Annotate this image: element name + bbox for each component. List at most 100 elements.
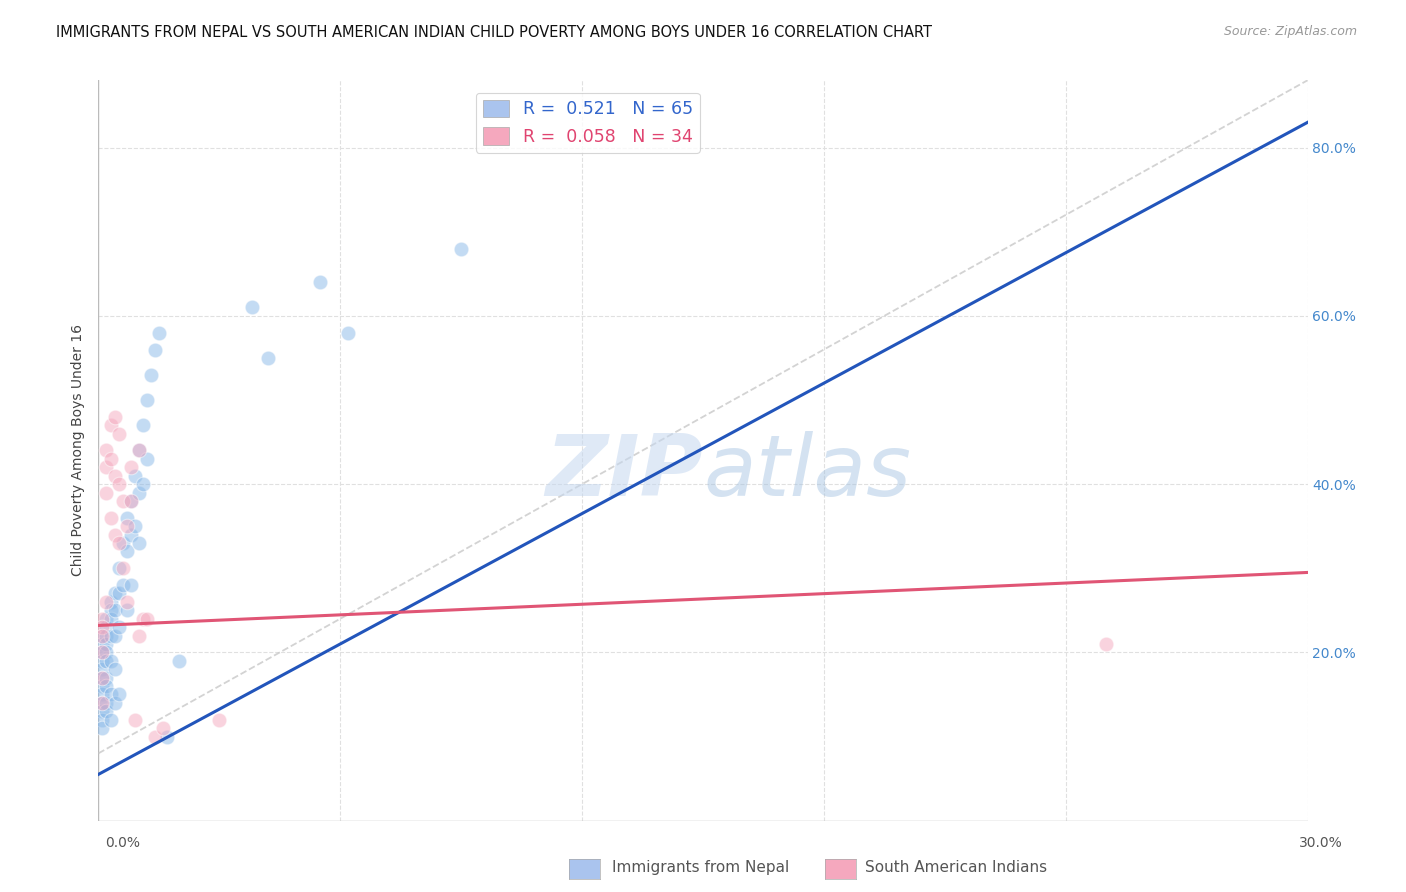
Point xyxy=(132,418,155,433)
Point xyxy=(91,713,114,727)
Text: atlas: atlas xyxy=(703,431,911,514)
Point xyxy=(91,662,114,676)
Point xyxy=(135,612,157,626)
Point xyxy=(96,443,118,458)
Point xyxy=(111,536,134,550)
Point xyxy=(91,721,114,735)
Point xyxy=(103,468,125,483)
Point xyxy=(107,688,129,702)
Point xyxy=(120,527,142,541)
Point xyxy=(128,536,150,550)
Point xyxy=(124,519,146,533)
Point xyxy=(111,494,134,508)
Point xyxy=(100,628,122,642)
Point xyxy=(91,628,114,642)
Point xyxy=(103,628,125,642)
Point xyxy=(128,485,150,500)
Point xyxy=(100,510,122,524)
Point xyxy=(120,460,142,475)
Point xyxy=(100,595,122,609)
Point xyxy=(103,603,125,617)
Point xyxy=(103,696,125,710)
Point xyxy=(103,586,125,600)
Point xyxy=(100,603,122,617)
Point xyxy=(450,242,472,256)
Point xyxy=(107,536,129,550)
Point xyxy=(128,628,150,642)
Point xyxy=(91,654,114,668)
Point xyxy=(135,451,157,466)
Point xyxy=(120,494,142,508)
Point xyxy=(156,730,179,744)
Point xyxy=(91,704,114,718)
Point xyxy=(115,510,138,524)
Point xyxy=(100,451,122,466)
Point xyxy=(111,578,134,592)
Point xyxy=(91,671,114,685)
Point xyxy=(91,696,114,710)
Point xyxy=(103,662,125,676)
Point xyxy=(111,561,134,575)
Point xyxy=(132,477,155,491)
Point xyxy=(96,637,118,651)
Point xyxy=(103,409,125,424)
Point xyxy=(256,351,278,365)
Point xyxy=(91,645,114,659)
Point xyxy=(143,343,166,357)
Point xyxy=(128,443,150,458)
Point xyxy=(100,654,122,668)
Point xyxy=(124,468,146,483)
Text: Source: ZipAtlas.com: Source: ZipAtlas.com xyxy=(1223,25,1357,38)
Point xyxy=(96,671,118,685)
Point xyxy=(100,612,122,626)
Text: 0.0%: 0.0% xyxy=(105,836,141,850)
Point xyxy=(91,679,114,693)
Point xyxy=(96,460,118,475)
Point xyxy=(96,612,118,626)
Point xyxy=(91,688,114,702)
Point xyxy=(107,477,129,491)
Point xyxy=(91,645,114,659)
Point xyxy=(107,561,129,575)
Point xyxy=(91,620,114,634)
Point xyxy=(337,326,360,340)
Point xyxy=(143,730,166,744)
Point xyxy=(120,578,142,592)
Point xyxy=(167,654,190,668)
Point xyxy=(96,704,118,718)
Point xyxy=(96,485,118,500)
Point xyxy=(100,713,122,727)
Point xyxy=(152,721,174,735)
Point xyxy=(96,595,118,609)
Point xyxy=(135,392,157,407)
Legend: R =  0.521   N = 65, R =  0.058   N = 34: R = 0.521 N = 65, R = 0.058 N = 34 xyxy=(475,93,700,153)
Point xyxy=(96,679,118,693)
Point xyxy=(91,696,114,710)
Point xyxy=(1095,637,1118,651)
Point xyxy=(91,628,114,642)
Point xyxy=(115,595,138,609)
Point xyxy=(124,713,146,727)
Point xyxy=(115,603,138,617)
Point xyxy=(240,301,263,315)
Point xyxy=(309,275,332,289)
Point xyxy=(100,418,122,433)
Point xyxy=(96,645,118,659)
Point xyxy=(208,713,231,727)
Text: South American Indians: South American Indians xyxy=(865,860,1047,874)
Point xyxy=(107,426,129,441)
Point xyxy=(128,443,150,458)
Text: ZIP: ZIP xyxy=(546,431,703,514)
Point xyxy=(103,527,125,541)
Point xyxy=(91,612,114,626)
Text: Immigrants from Nepal: Immigrants from Nepal xyxy=(612,860,789,874)
Point xyxy=(91,671,114,685)
Point xyxy=(115,544,138,558)
Point xyxy=(139,368,162,382)
Point xyxy=(120,494,142,508)
Y-axis label: Child Poverty Among Boys Under 16: Child Poverty Among Boys Under 16 xyxy=(70,325,84,576)
Point xyxy=(107,620,129,634)
Point xyxy=(132,612,155,626)
Point xyxy=(115,519,138,533)
Point xyxy=(96,628,118,642)
